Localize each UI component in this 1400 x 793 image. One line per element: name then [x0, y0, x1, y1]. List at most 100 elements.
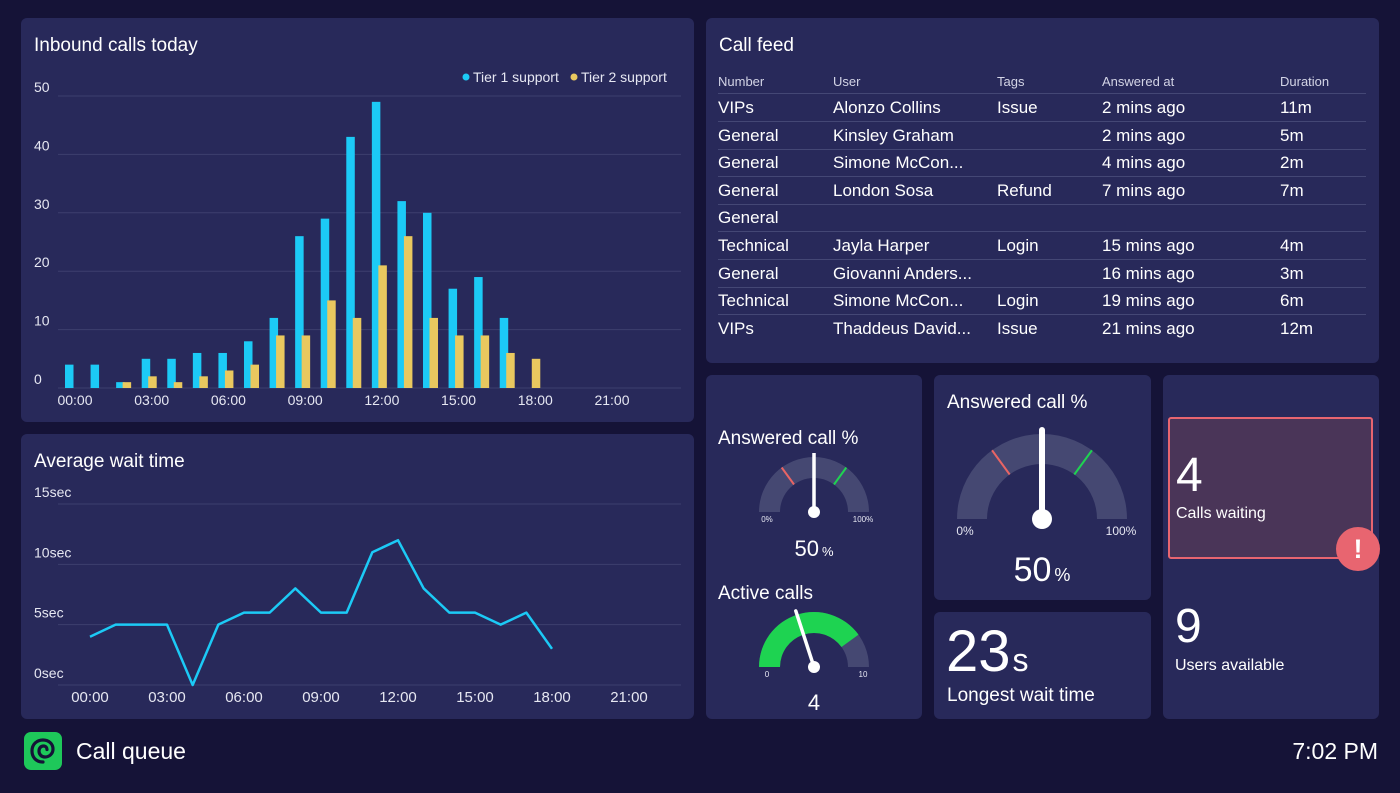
- cell-duration: 6m: [1280, 291, 1304, 311]
- y-tick-label: 5sec: [34, 605, 64, 621]
- cell-user: Simone McCon...: [833, 291, 964, 311]
- tier1-bar: [269, 317, 279, 388]
- users-available-value: 9: [1175, 600, 1202, 653]
- table-row[interactable]: VIPs Alonzo Collins Issue 2 mins ago 11m: [718, 95, 1366, 122]
- column-header-duration[interactable]: Duration: [1280, 74, 1330, 89]
- answered-big-title: Answered call %: [947, 392, 1088, 413]
- cell-duration: 2m: [1280, 153, 1304, 173]
- x-tick-label: 21:00: [594, 392, 629, 408]
- x-tick-label: 12:00: [379, 689, 417, 706]
- table-row[interactable]: General Giovanni Anders... 16 mins ago 3m: [718, 261, 1366, 288]
- cell-number: General: [718, 125, 779, 145]
- cell-user: Simone McCon...: [833, 153, 964, 173]
- x-tick-label: 18:00: [518, 392, 553, 408]
- tier2-bar: [531, 358, 541, 388]
- cell-answered-at: 15 mins ago: [1102, 236, 1195, 255]
- y-tick-label: 40: [34, 137, 50, 153]
- tier2-bar: [250, 364, 259, 388]
- y-tick-label: 50: [34, 79, 50, 95]
- gauge-hub: [808, 506, 820, 518]
- inbound-calls-chart: 0 10 20 30 40 50 00:00 03:00 06:00 09:00 12:00 15:0…: [34, 69, 681, 408]
- calls-waiting-value: 4: [1176, 449, 1203, 502]
- tier2-bar: [122, 382, 132, 388]
- table-row[interactable]: General Kinsley Graham 2 mins ago 5m: [718, 123, 1366, 150]
- tier1-bar: [116, 382, 125, 388]
- column-header-number[interactable]: Number: [718, 74, 765, 89]
- x-tick-label: 06:00: [225, 689, 263, 706]
- table-row[interactable]: General London Sosa Refund 7 mins ago 7m: [718, 178, 1366, 205]
- gauge-marker: [780, 466, 795, 486]
- cell-answered-at: 16 mins ago: [1102, 263, 1195, 283]
- tier1-bar: [448, 288, 458, 388]
- cell-tags: Issue: [997, 98, 1038, 117]
- calls-waiting-label: Calls waiting: [1176, 505, 1266, 522]
- tier2-bar: [224, 370, 234, 388]
- x-tick-label: 00:00: [57, 392, 92, 408]
- tier2-bar: [173, 382, 183, 388]
- tier1-bar: [474, 277, 483, 388]
- table-row[interactable]: Technical Simone McCon... Login 19 mins ago…: [718, 288, 1366, 316]
- cell-duration: 11m: [1280, 98, 1312, 117]
- longest-wait-unit: s: [1012, 642, 1029, 678]
- calls-waiting-alert-box[interactable]: 4 Calls waiting: [1168, 417, 1373, 559]
- gauge-track: [759, 457, 869, 512]
- tier1-bar: [423, 212, 432, 388]
- cell-user: Giovanni Anders...: [833, 263, 972, 283]
- answered-big-gauge: 0% 100% 50%: [956, 427, 1137, 589]
- cell-user: Kinsley Graham: [833, 125, 954, 145]
- x-tick-label: 03:00: [134, 392, 169, 408]
- gauge-max-label: 100%: [1106, 524, 1137, 538]
- wait-time-chart: 0sec 5sec 10sec 15sec 00:00 03:00 06:00 09:00 12…: [34, 484, 681, 706]
- column-header-tags[interactable]: Tags: [997, 74, 1025, 89]
- wait-time-card: Average wait time 0sec 5sec 10sec 15sec 00:0…: [21, 434, 694, 719]
- table-row[interactable]: General: [718, 205, 1366, 233]
- gauge-min-label: 0%: [761, 515, 773, 524]
- cell-number: VIPs: [718, 98, 754, 117]
- cell-number: General: [718, 263, 779, 283]
- table-row[interactable]: General Simone McCon... 4 mins ago 2m: [718, 150, 1366, 178]
- tier1-bar: [167, 358, 176, 388]
- x-tick-label: 12:00: [364, 392, 399, 408]
- tier1-bar: [346, 136, 355, 388]
- tier2-bar: [378, 265, 387, 388]
- answered-small-title: Answered call %: [718, 428, 859, 449]
- clock-time: 7:02 PM: [1292, 738, 1378, 764]
- cell-duration: 7m: [1280, 180, 1304, 200]
- tier1-bar: [244, 341, 253, 388]
- tier2-bar: [148, 376, 157, 388]
- cell-number: General: [718, 180, 779, 200]
- y-tick-label: 10: [34, 313, 50, 329]
- column-header-user[interactable]: User: [833, 74, 861, 89]
- legend-dot: [570, 73, 578, 81]
- tier2-bar: [301, 335, 311, 388]
- tier2-bar: [403, 236, 413, 388]
- legend-label: Tier 2 support: [581, 69, 667, 85]
- cell-tags: Issue: [997, 318, 1038, 338]
- x-tick-label: 00:00: [71, 689, 109, 706]
- cell-number: General: [718, 208, 779, 228]
- tier1-bar: [397, 201, 406, 388]
- tier2-bar: [506, 352, 515, 388]
- inbound-calls-card: Inbound calls today 0 10 20 30 40 50 00:00 03:0…: [21, 18, 694, 422]
- cell-user: Jayla Harper: [833, 236, 930, 255]
- cell-tags: Refund: [997, 180, 1052, 200]
- column-header-answered-at[interactable]: Answered at: [1102, 74, 1175, 89]
- longest-wait-value: 23s: [946, 618, 1029, 685]
- gauge-min-label: 0%: [956, 524, 974, 538]
- gauge-unit: %: [1054, 565, 1070, 585]
- gauge-max-label: 100%: [853, 515, 873, 524]
- cell-answered-at: 2 mins ago: [1102, 98, 1186, 117]
- cell-number: Technical: [718, 236, 789, 255]
- gauge-unit: %: [822, 544, 834, 559]
- spiral-logo-icon: [24, 732, 62, 770]
- gauge-marker: [991, 449, 1011, 476]
- x-tick-label: 15:00: [441, 392, 476, 408]
- users-available-label: Users available: [1175, 657, 1285, 674]
- gauge-hub: [808, 661, 820, 673]
- tier1-bar: [295, 236, 304, 388]
- active-calls-gauge: 0 10 4: [759, 609, 869, 715]
- table-row[interactable]: VIPs Thaddeus David... Issue 21 mins ago 12m: [718, 316, 1366, 343]
- cell-tags: Login: [997, 291, 1039, 311]
- gauge-marker: [833, 466, 848, 486]
- table-row[interactable]: Technical Jayla Harper Login 15 mins ago 4m: [718, 233, 1366, 260]
